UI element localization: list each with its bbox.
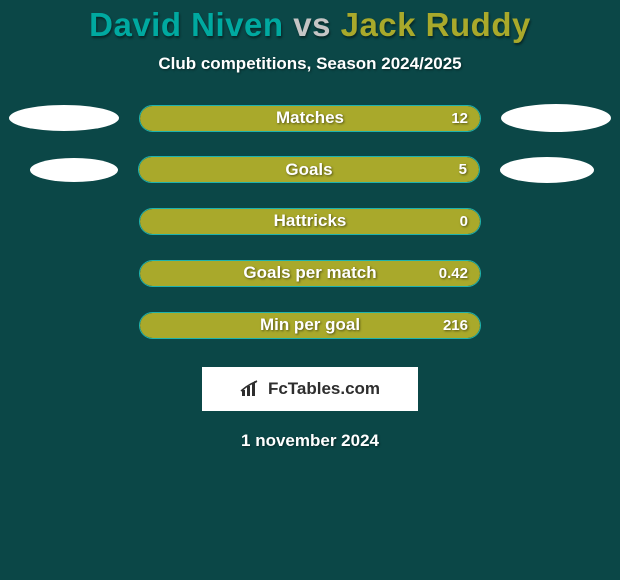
stat-value: 0: [460, 213, 468, 230]
stat-row: Matches 12: [0, 104, 620, 132]
stat-label: Goals per match: [243, 263, 376, 283]
stat-bar: Min per goal 216: [139, 312, 481, 339]
stat-value: 216: [443, 317, 468, 334]
stat-bar: Hattricks 0: [139, 208, 481, 235]
stat-label: Goals: [285, 160, 332, 180]
bar-chart-icon: [240, 380, 262, 398]
logo-text: FcTables.com: [268, 379, 380, 399]
player2-badge: [501, 104, 611, 132]
stat-value: 12: [451, 110, 468, 127]
player1-badge: [9, 105, 119, 131]
subtitle: Club competitions, Season 2024/2025: [0, 54, 620, 74]
title-player1: David Niven: [89, 6, 283, 43]
comparison-infographic: David Niven vs Jack Ruddy Club competiti…: [0, 0, 620, 580]
player2-badge: [500, 157, 594, 183]
title-player2: Jack Ruddy: [341, 6, 531, 43]
stat-bar: Matches 12: [139, 105, 481, 132]
stat-label: Min per goal: [260, 315, 360, 335]
stat-label: Hattricks: [274, 211, 347, 231]
stat-row: Hattricks 0: [0, 207, 620, 235]
stat-value: 5: [459, 161, 467, 178]
page-title: David Niven vs Jack Ruddy: [0, 0, 620, 44]
stat-bar: Goals per match 0.42: [139, 260, 481, 287]
stat-value: 0.42: [439, 265, 468, 282]
stat-row: Min per goal 216: [0, 311, 620, 339]
logo-box: FcTables.com: [202, 367, 418, 411]
footer-date: 1 november 2024: [0, 431, 620, 451]
stat-row: Goals 5: [0, 156, 620, 183]
logo: FcTables.com: [240, 379, 380, 399]
title-vs: vs: [284, 6, 341, 43]
stat-bar: Goals 5: [138, 156, 480, 183]
stats-rows: Matches 12 Goals 5 Hattricks 0 Goals per match…: [0, 104, 620, 339]
stat-row: Goals per match 0.42: [0, 259, 620, 287]
stat-label: Matches: [276, 108, 344, 128]
player1-badge: [30, 158, 118, 182]
